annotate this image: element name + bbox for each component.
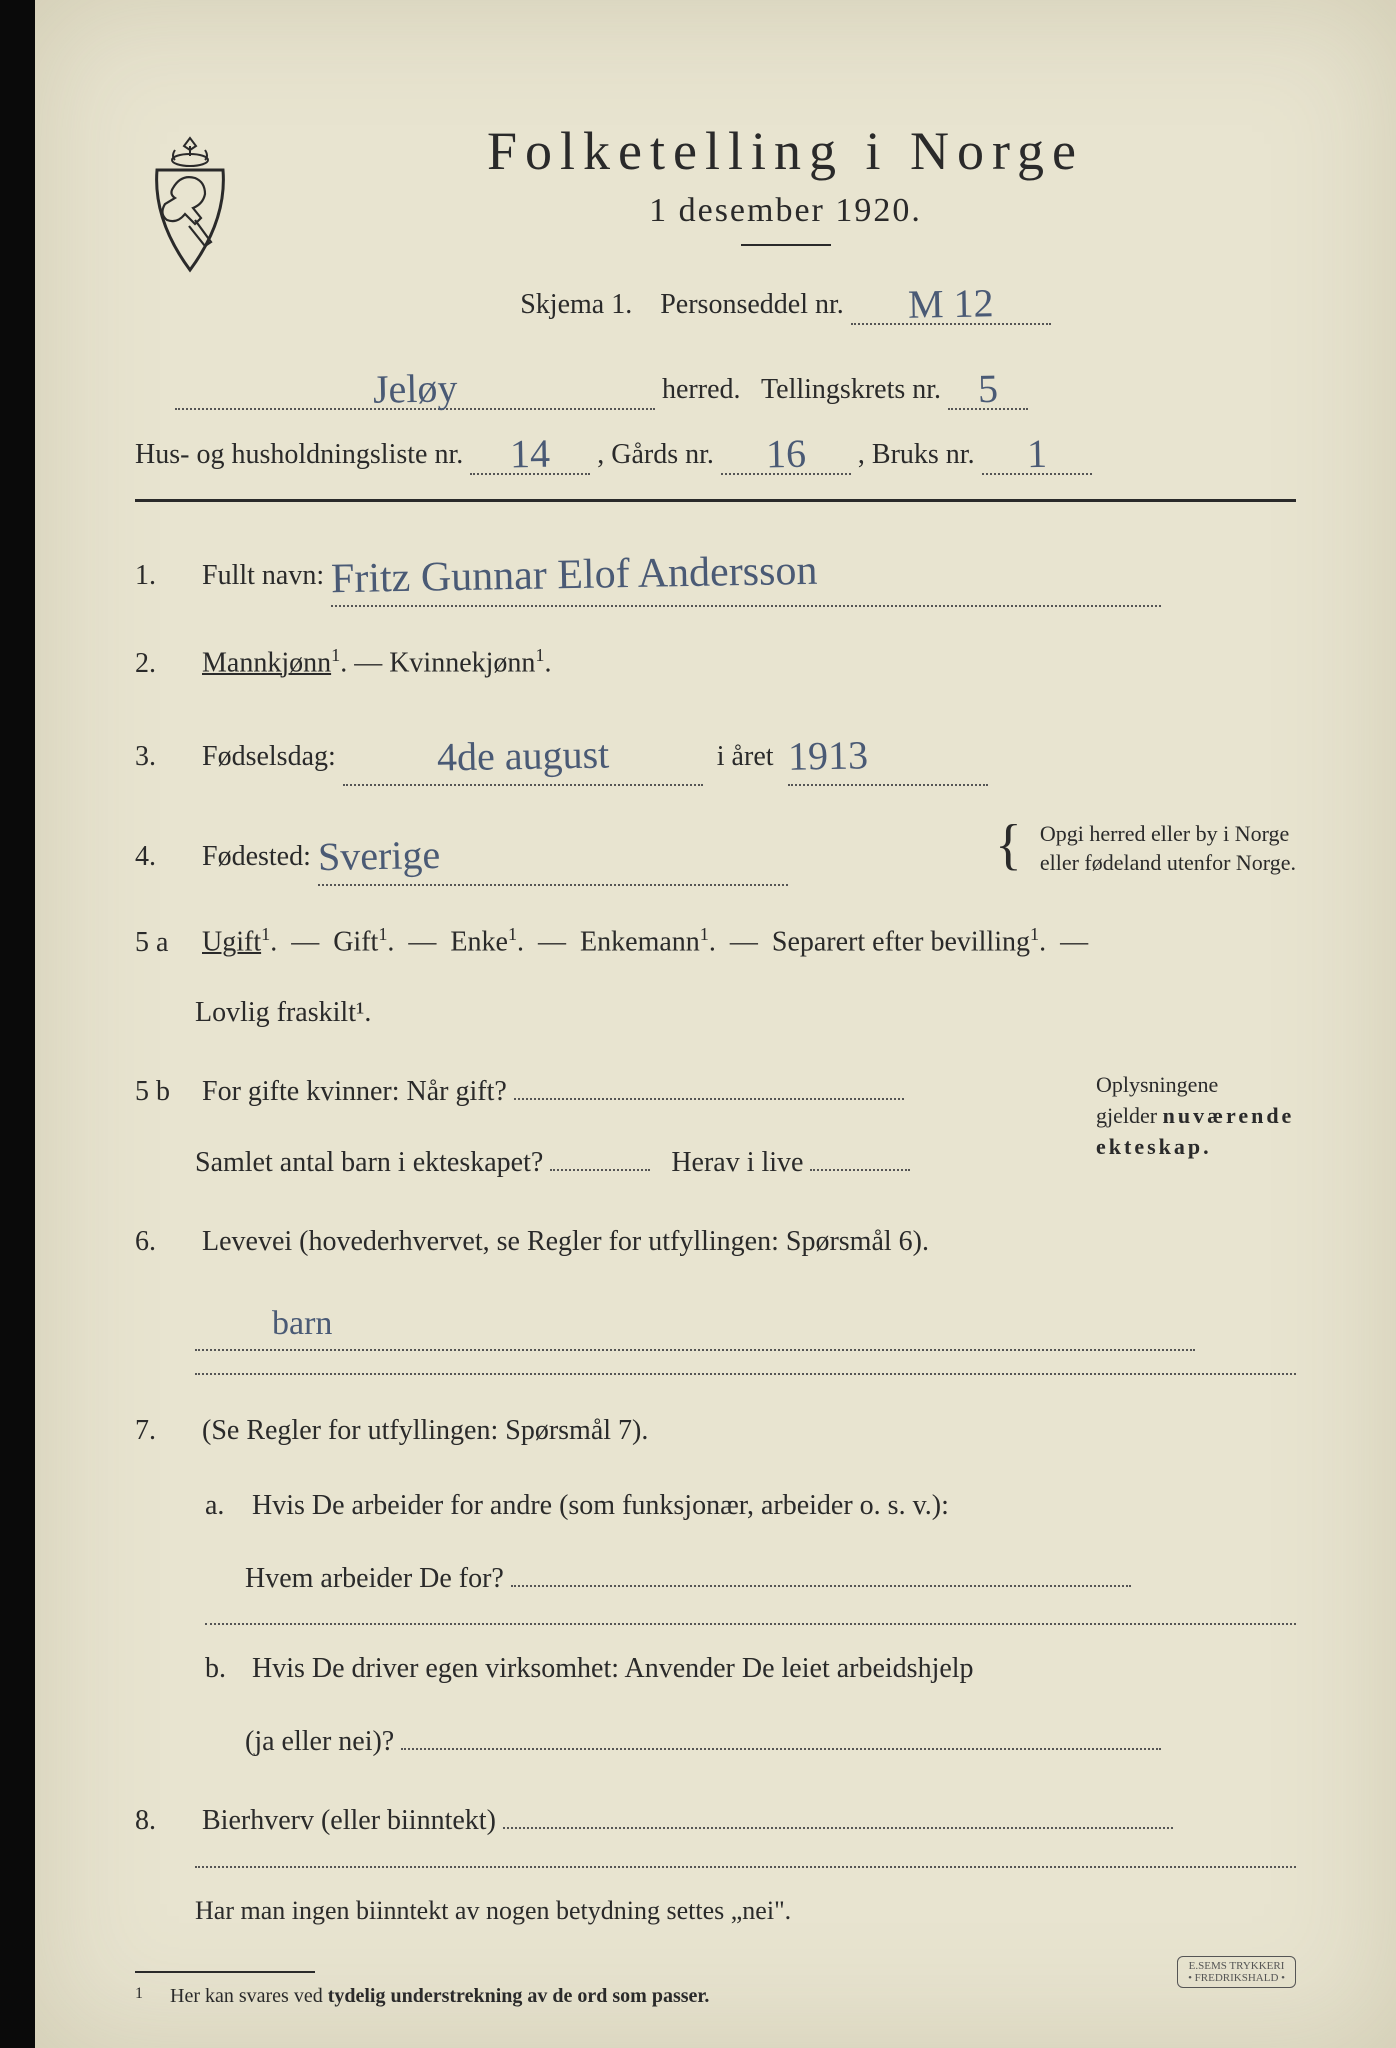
q7-row: 7. (Se Regler for utfyllingen: Spørsmål … bbox=[135, 1409, 1296, 1765]
q4-row: 4. Fødested: Sverige { Opgi herred eller… bbox=[135, 820, 1296, 886]
hus-value: 14 bbox=[510, 430, 551, 478]
herred-label: herred. bbox=[662, 374, 741, 405]
footnote-text-plain: Her kan svares ved bbox=[170, 1985, 328, 2007]
q6-value: barn bbox=[272, 1305, 332, 1342]
q8-note: Har man ingen biinntekt av nogen betydni… bbox=[135, 1890, 1296, 1932]
census-form-page: Folketelling i Norge 1 desember 1920. Sk… bbox=[0, 0, 1396, 2048]
q3-num: 3. bbox=[135, 735, 195, 780]
q3-row: 3. Fødselsdag: 4de august i året 1913 bbox=[135, 720, 1296, 786]
q5b-side-line1: Oplysningene bbox=[1096, 1070, 1296, 1101]
q5a-line2: Lovlig fraskilt¹. bbox=[135, 991, 1296, 1036]
q5b-line1: For gifte kvinner: Når gift? bbox=[202, 1076, 507, 1107]
subtitle: 1 desember 1920. bbox=[275, 192, 1296, 230]
q8-blank-line bbox=[195, 1866, 1296, 1868]
q2-row: 2. Mannkjønn1. — Kvinnekjønn1. bbox=[135, 641, 1296, 686]
q4-value: Sverige bbox=[317, 823, 440, 889]
q3-label: Fødselsdag: bbox=[202, 741, 336, 772]
skjema-label: Skjema 1. bbox=[520, 289, 632, 320]
q8-row: 8. Bierhverv (eller biinntekt) Har man i… bbox=[135, 1799, 1296, 1931]
q2-num: 2. bbox=[135, 642, 195, 687]
footnote: 1 Her kan svares ved tydelig understrekn… bbox=[135, 1985, 1296, 2008]
q1-value: Fritz Gunnar Elof Andersson bbox=[331, 538, 819, 614]
q2-mann: Mannkjønn bbox=[202, 648, 331, 679]
hus-line: Hus- og husholdningsliste nr. 14 , Gårds… bbox=[135, 426, 1296, 475]
q6-num: 6. bbox=[135, 1220, 195, 1265]
q8-num: 8. bbox=[135, 1799, 195, 1844]
q5b-num: 5 b bbox=[135, 1070, 195, 1115]
hus-label: Hus- og husholdningsliste nr. bbox=[135, 439, 463, 470]
tellingskrets-label: Tellingskrets nr. bbox=[761, 374, 941, 405]
q6-blank-line bbox=[195, 1373, 1296, 1375]
q5b-line2-label: Samlet antal barn i ekteskapet? bbox=[195, 1147, 543, 1178]
q4-label: Fødested: bbox=[202, 841, 311, 872]
q7-label: (Se Regler for utfyllingen: Spørsmål 7). bbox=[202, 1415, 648, 1446]
q3-day-value: 4de august bbox=[436, 723, 609, 790]
q5b-line2-mid: Herav i live bbox=[671, 1147, 803, 1178]
q7b-letter: b. bbox=[205, 1647, 245, 1692]
q1-row: 1. Fullt navn: Fritz Gunnar Elof Anderss… bbox=[135, 538, 1296, 607]
footnote-num: 1 bbox=[135, 1985, 165, 2003]
q4-num: 4. bbox=[135, 835, 195, 880]
header-row: Folketelling i Norge 1 desember 1920. Sk… bbox=[135, 120, 1296, 351]
q7a-line1: Hvis De arbeider for andre (som funksjon… bbox=[252, 1490, 949, 1521]
q7-num: 7. bbox=[135, 1409, 195, 1454]
coat-of-arms-icon bbox=[135, 130, 245, 280]
tellingskrets-value: 5 bbox=[978, 365, 999, 412]
title-block: Folketelling i Norge 1 desember 1920. Sk… bbox=[275, 120, 1296, 351]
q4-note-line1: Opgi herred eller by i Norge bbox=[1040, 820, 1296, 849]
q6-row: 6. Levevei (hovederhvervet, se Regler fo… bbox=[135, 1220, 1296, 1375]
main-title: Folketelling i Norge bbox=[275, 120, 1296, 182]
q5a-num: 5 a bbox=[135, 921, 195, 966]
q7a-line2: Hvem arbeider De for? bbox=[245, 1563, 504, 1594]
q5b-side-line2: gjelder bbox=[1096, 1103, 1157, 1128]
printer-line1: E.SEMS TRYKKERI bbox=[1188, 1960, 1285, 1972]
q4-note-line2: eller fødeland utenfor Norge. bbox=[1040, 849, 1296, 878]
q2-sep: — bbox=[354, 648, 389, 679]
q7b-line2: (ja eller nei)? bbox=[245, 1726, 394, 1757]
q3-year-label: i året bbox=[717, 741, 774, 772]
q5b-side-note: Oplysningene gjelder nuværende ekteskap. bbox=[1096, 1070, 1296, 1162]
q6-label: Levevei (hovederhvervet, se Regler for u… bbox=[202, 1226, 929, 1257]
q4-note: Opgi herred eller by i Norge eller fødel… bbox=[1040, 820, 1296, 877]
gards-label: , Gårds nr. bbox=[597, 439, 714, 470]
q3-year-value: 1913 bbox=[787, 724, 868, 789]
bruks-label: , Bruks nr. bbox=[858, 439, 975, 470]
bruks-value: 1 bbox=[1026, 430, 1047, 477]
footnote-rule bbox=[135, 1971, 315, 1973]
personseddel-label: Personseddel nr. bbox=[660, 289, 844, 320]
brace-icon: { bbox=[995, 820, 1022, 870]
herred-value: Jeløy bbox=[372, 364, 457, 412]
gards-value: 16 bbox=[765, 430, 806, 478]
q2-kvinne: Kvinnekjønn bbox=[389, 648, 535, 679]
skjema-line: Skjema 1. Personseddel nr. M 12 bbox=[275, 276, 1296, 325]
title-rule bbox=[741, 244, 831, 246]
section-divider bbox=[135, 499, 1296, 502]
printer-line2: • FREDRIKSHALD • bbox=[1188, 1972, 1285, 1984]
printer-stamp: E.SEMS TRYKKERI • FREDRIKSHALD • bbox=[1177, 1956, 1296, 1988]
q1-num: 1. bbox=[135, 554, 195, 599]
q7b-line1: Hvis De driver egen virksomhet: Anvender… bbox=[252, 1653, 974, 1684]
q5b-row: 5 b For gifte kvinner: Når gift? Samlet … bbox=[135, 1070, 1296, 1186]
herred-line: Jeløy herred. Tellingskrets nr. 5 bbox=[135, 361, 1296, 410]
footnote-text-bold: tydelig understrekning av de ord som pas… bbox=[328, 1985, 710, 2007]
q1-label: Fullt navn: bbox=[202, 560, 324, 591]
q5a-row: 5 a Ugift1. — Gift1. — Enke1. — Enkemann… bbox=[135, 920, 1296, 1036]
q7a-letter: a. bbox=[205, 1484, 245, 1529]
personseddel-value: M 12 bbox=[908, 279, 994, 327]
q8-label: Bierhverv (eller biinntekt) bbox=[202, 1805, 496, 1836]
q7a-blank-line bbox=[205, 1623, 1296, 1625]
